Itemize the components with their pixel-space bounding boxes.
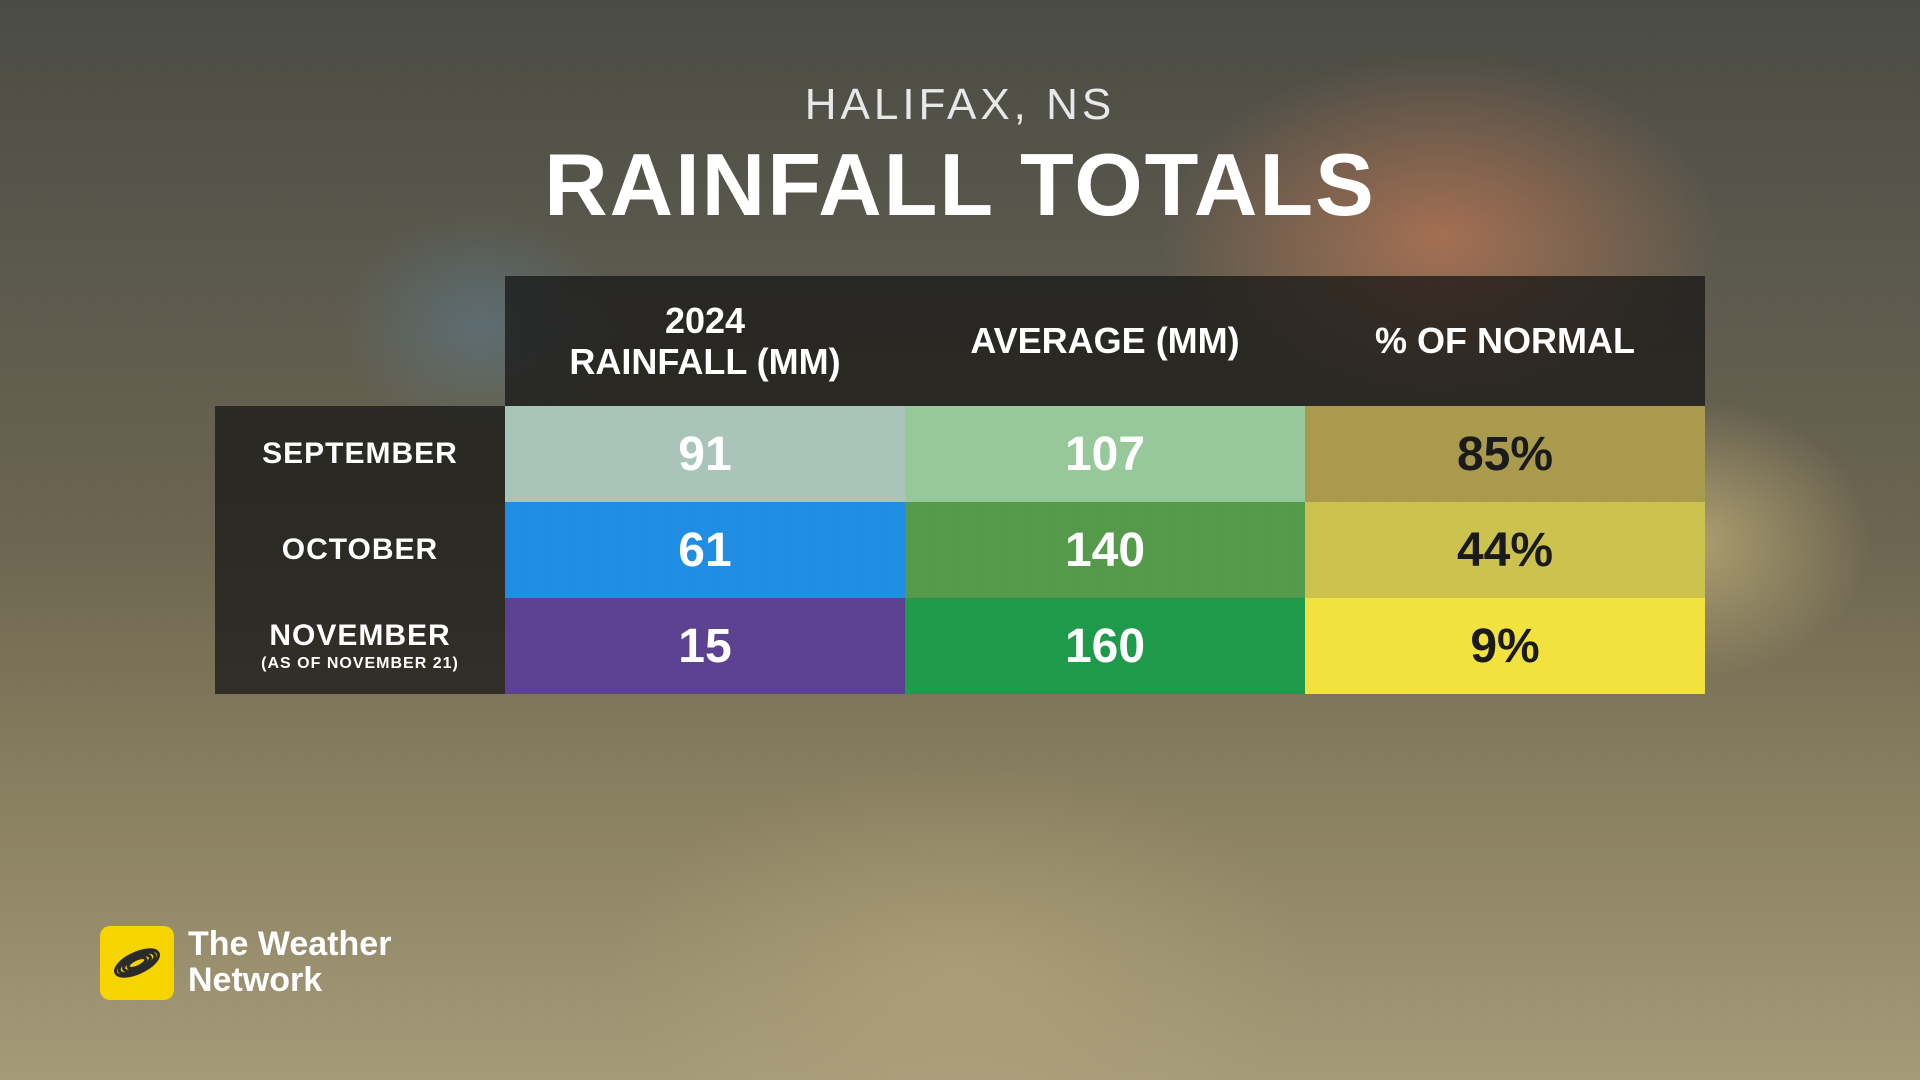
rainfall-table: 2024 RAINFALL (MM) AVERAGE (MM) % OF NOR…: [215, 276, 1705, 694]
row-header: NOVEMBER (AS OF NOVEMBER 21): [215, 598, 505, 694]
cell-pct: 9%: [1305, 598, 1705, 694]
col-header-line: RAINFALL (MM): [569, 341, 840, 382]
logo-badge: [100, 926, 174, 1000]
cell-pct: 44%: [1305, 502, 1705, 598]
cell-rainfall: 15: [505, 598, 905, 694]
row-label: SEPTEMBER: [262, 437, 458, 471]
swirl-icon: [108, 934, 166, 992]
col-header-pct: % OF NORMAL: [1305, 276, 1705, 406]
row-label: NOVEMBER: [269, 619, 450, 653]
col-header-line: AVERAGE (MM): [970, 320, 1239, 361]
network-logo: The Weather Network: [100, 926, 391, 1000]
row-label: OCTOBER: [282, 533, 438, 567]
cell-rainfall: 91: [505, 406, 905, 502]
row-header: OCTOBER: [215, 502, 505, 598]
col-header-blank: [215, 276, 505, 406]
logo-line: The Weather: [188, 927, 391, 963]
col-header-line: % OF NORMAL: [1375, 320, 1635, 361]
col-header-average: AVERAGE (MM): [905, 276, 1305, 406]
cell-pct: 85%: [1305, 406, 1705, 502]
col-header-rainfall: 2024 RAINFALL (MM): [505, 276, 905, 406]
row-header: SEPTEMBER: [215, 406, 505, 502]
logo-line: Network: [188, 963, 391, 999]
location-label: HALIFAX, NS: [805, 80, 1116, 130]
cell-average: 140: [905, 502, 1305, 598]
cell-rainfall: 61: [505, 502, 905, 598]
cell-average: 160: [905, 598, 1305, 694]
col-header-line: 2024: [569, 300, 840, 341]
row-sublabel: (AS OF NOVEMBER 21): [261, 655, 459, 673]
logo-text: The Weather Network: [188, 927, 391, 998]
page-title: RAINFALL TOTALS: [544, 134, 1376, 236]
cell-average: 107: [905, 406, 1305, 502]
